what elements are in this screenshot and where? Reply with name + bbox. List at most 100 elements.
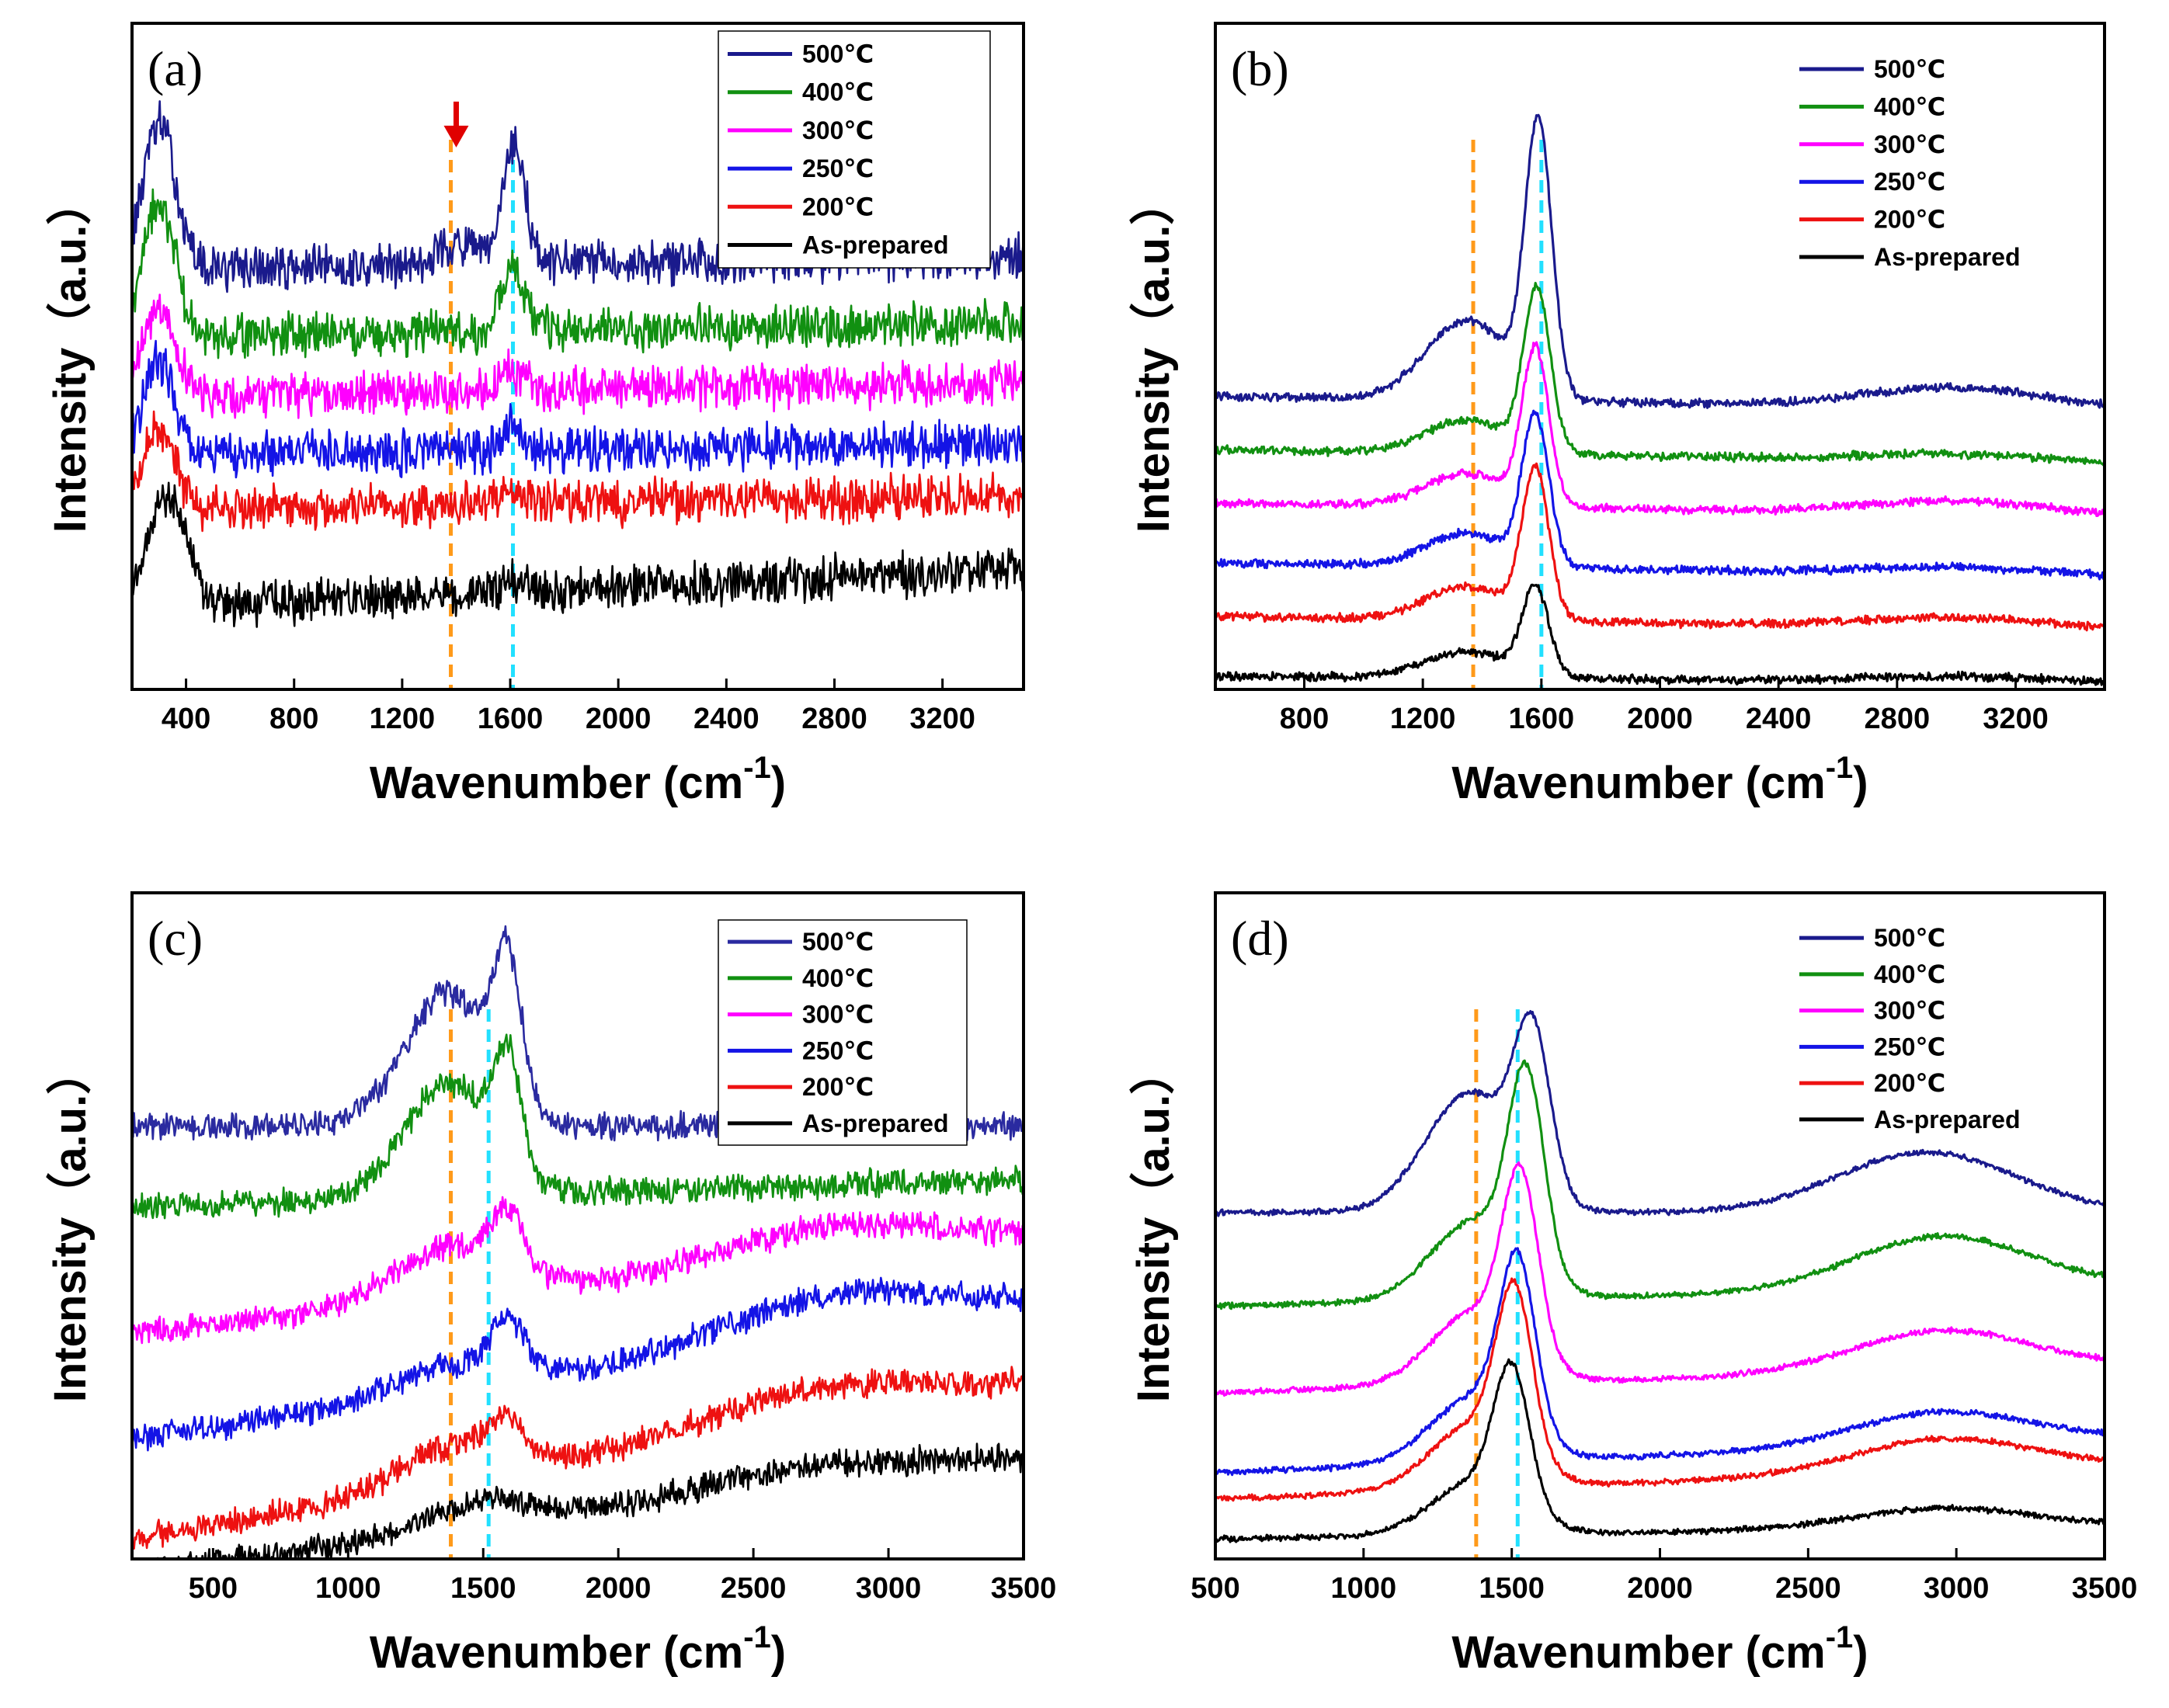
- x-axis-title: Wavenumber (cm-1): [1451, 1620, 1868, 1678]
- legend-label: 300℃: [1874, 997, 1945, 1025]
- x-tick-label: 2400: [1746, 703, 1812, 735]
- legend: 500℃ 400℃ 300℃ 250℃ 200℃ As-prepared: [718, 919, 968, 1146]
- series-line-300: [132, 1196, 1024, 1345]
- series-line-300: [132, 293, 1024, 419]
- series-line-250: [1215, 409, 2105, 581]
- x-tick-label: 3500: [2072, 1572, 2138, 1605]
- x-tick-label: 1200: [1390, 703, 1456, 735]
- x-tick-label: 2800: [1865, 703, 1931, 735]
- legend-label: 400℃: [1874, 960, 1945, 988]
- legend-label: 500℃: [802, 928, 874, 956]
- legend-label: 200℃: [802, 1073, 874, 1101]
- x-tick-label: 500: [1191, 1572, 1239, 1605]
- x-tick-label: 2400: [693, 703, 759, 735]
- series-line-200: [132, 410, 1024, 533]
- legend-label: As-prepared: [1874, 243, 2021, 271]
- legend-label: 300℃: [1874, 130, 1945, 158]
- legend-label: 400℃: [802, 78, 874, 106]
- x-tick-label: 800: [269, 703, 318, 735]
- legend-label: As-prepared: [802, 1109, 949, 1137]
- x-tick-label: 1500: [450, 1572, 516, 1605]
- series-line-500: [1215, 1010, 2105, 1217]
- y-axis-title: Intensity（a.u.）: [1128, 1050, 1179, 1402]
- x-tick-label: 3000: [1924, 1572, 1990, 1605]
- legend-box: [718, 30, 991, 269]
- x-tick-label: 2000: [1627, 703, 1693, 735]
- x-axis-title: Wavenumber (cm-1): [370, 1620, 786, 1678]
- legend-box: [718, 919, 968, 1146]
- series-line-200: [1215, 1277, 2105, 1502]
- legend: 500℃ 400℃ 300℃ 250℃ 200℃ As-prepared: [1799, 55, 2021, 271]
- legend-label: As-prepared: [802, 231, 949, 259]
- legend: 500℃ 400℃ 300℃ 250℃ 200℃ As-prepared: [718, 30, 991, 269]
- series-line-200: [1215, 462, 2105, 632]
- x-tick-label: 400: [162, 703, 210, 735]
- x-tick-label: 2500: [721, 1572, 787, 1605]
- legend-label: As-prepared: [1874, 1106, 2021, 1133]
- x-tick-label: 3200: [1983, 703, 2049, 735]
- legend-label: 300℃: [802, 1001, 874, 1029]
- legend-label: 250℃: [802, 154, 874, 182]
- series-line-250: [1215, 1247, 2105, 1477]
- x-tick-label: 1200: [370, 703, 436, 735]
- x-tick-label: 2800: [801, 703, 867, 735]
- series-line-asprepared: [138, 1442, 1024, 1559]
- x-tick-label: 2000: [1627, 1572, 1693, 1605]
- panel-label: (a): [148, 41, 203, 96]
- x-tick-label: 1500: [1479, 1572, 1545, 1605]
- x-axis-title: Wavenumber (cm-1): [370, 751, 786, 808]
- series-line-250: [132, 339, 1024, 479]
- x-tick-label: 800: [1280, 703, 1329, 735]
- x-tick-label: 3000: [856, 1572, 922, 1605]
- series-line-200: [132, 1366, 1024, 1550]
- series-line-500: [1215, 113, 2105, 409]
- plot-frame: [1214, 22, 2106, 691]
- x-tick-label: 1600: [478, 703, 544, 735]
- y-axis-title: Intensity（a.u.）: [45, 180, 96, 533]
- panel-d: 500 1000 1500 2000 2500 3000 3500 Wavenumber (c…: [1128, 891, 2138, 1678]
- legend-label: 200℃: [802, 193, 874, 220]
- series-line-asprepared: [1215, 1358, 2105, 1543]
- series-line-400: [1215, 282, 2105, 467]
- legend-label: 250℃: [1874, 168, 1945, 196]
- x-tick-label: 2000: [586, 1572, 652, 1605]
- series-line-300: [1215, 341, 2105, 517]
- x-tick-label: 2500: [1775, 1572, 1841, 1605]
- legend-label: 200℃: [1874, 206, 1945, 234]
- y-axis-title: Intensity（a.u.）: [1128, 180, 1179, 533]
- panel-label: (d): [1231, 911, 1289, 966]
- series-line-250: [132, 1276, 1024, 1452]
- plot-frame: [130, 891, 1025, 1560]
- x-tick-label: 3500: [991, 1572, 1057, 1605]
- legend-label: 250℃: [1874, 1033, 1945, 1061]
- legend-label: 500℃: [1874, 924, 1945, 952]
- legend-label: 500℃: [802, 40, 874, 68]
- x-tick-label: 1000: [1331, 1572, 1397, 1605]
- panel-label: (c): [148, 911, 203, 966]
- x-tick-label: 3200: [909, 703, 975, 735]
- x-tick-label: 1600: [1509, 703, 1575, 735]
- series-line-asprepared: [132, 481, 1024, 628]
- x-tick-label: 500: [189, 1572, 238, 1605]
- legend: 500℃ 400℃ 300℃ 250℃ 200℃ As-prepared: [1799, 924, 2021, 1133]
- legend-label: 300℃: [802, 116, 874, 144]
- series-line-asprepared: [1215, 583, 2105, 686]
- legend-label: 500℃: [1874, 55, 1945, 83]
- panel-a: 400 800 1200 1600 2000 2400 2800 3200 Wavenumber…: [45, 22, 1025, 808]
- x-tick-label: 2000: [586, 703, 652, 735]
- series-line-400: [132, 1033, 1024, 1220]
- legend-label: 400℃: [1874, 92, 1945, 120]
- panel-label: (b): [1231, 41, 1289, 96]
- panel-c: 500 1000 1500 2000 2500 3000 3500 Wavenumber (c…: [45, 891, 1057, 1678]
- x-axis-title: Wavenumber (cm-1): [1451, 751, 1868, 808]
- series-line-300: [1215, 1161, 2105, 1397]
- legend-label: 200℃: [1874, 1069, 1945, 1097]
- x-tick-label: 1000: [315, 1572, 381, 1605]
- plot-frame: [1214, 891, 2106, 1560]
- legend-label: 400℃: [802, 964, 874, 992]
- annotation-arrow: [443, 101, 469, 148]
- series-line-400: [1215, 1059, 2105, 1311]
- panel-b: 800 1200 1600 2000 2400 2800 3200 Wavenumber (c…: [1128, 22, 2106, 808]
- plot-frame: [130, 22, 1025, 691]
